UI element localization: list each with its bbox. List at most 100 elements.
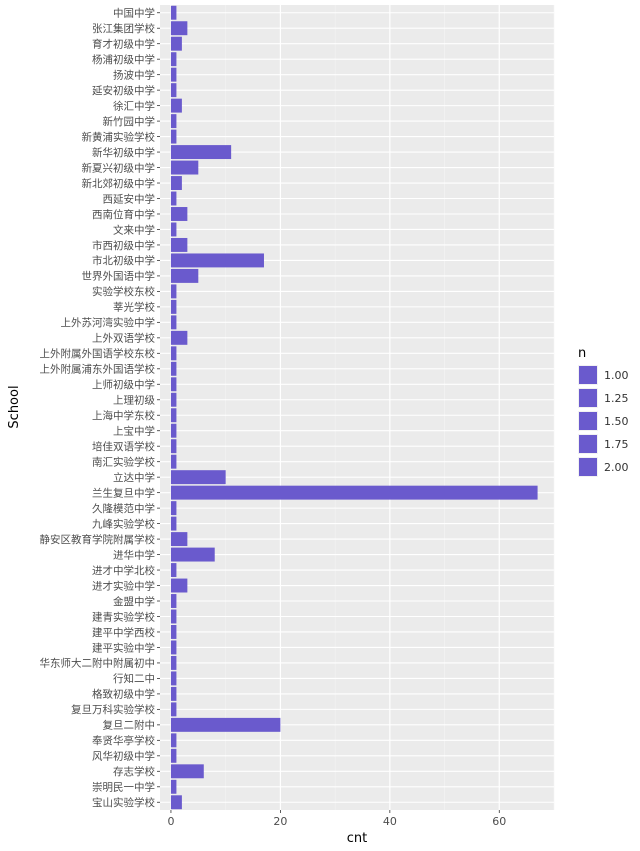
y-tick-label: 进华中学	[113, 548, 155, 561]
y-tick-label: 风华初级中学	[92, 750, 155, 763]
y-tick-label: 崇明民一中学	[92, 781, 155, 794]
bar	[170, 129, 177, 144]
legend-label: 1.00	[604, 369, 629, 382]
y-tick-label: 九峰实验学校	[92, 517, 155, 530]
bar	[170, 516, 177, 531]
x-tick-label: 40	[383, 815, 397, 828]
y-tick-label: 建平中学西校	[92, 626, 155, 639]
legend: n 1.00 1.25 1.50 1.75 2.00	[578, 346, 629, 477]
bar	[170, 578, 188, 593]
bar	[170, 594, 177, 608]
y-tick-label: 复旦万科实验学校	[71, 703, 155, 716]
y-tick-label: 文来中学	[113, 223, 155, 236]
bar	[170, 779, 177, 794]
bar	[170, 485, 538, 500]
bar	[170, 21, 188, 36]
legend-label: 2.00	[604, 461, 629, 474]
bar	[170, 439, 177, 454]
bar	[170, 67, 177, 82]
legend-swatch	[579, 412, 597, 430]
y-tick-label: 建青实验学校	[92, 610, 155, 623]
bar	[170, 222, 177, 237]
y-tick-label: 西延安中学	[103, 192, 156, 205]
bar	[170, 330, 188, 345]
legend-swatch	[579, 366, 597, 384]
bar	[170, 346, 177, 361]
bar	[170, 176, 182, 190]
bars	[170, 5, 538, 810]
y-tick-label: 延安初级中学	[92, 84, 155, 97]
bar	[170, 795, 182, 810]
x-axis-title: cnt	[347, 831, 367, 846]
x-tick-label: 60	[492, 815, 506, 828]
bar	[170, 237, 188, 252]
y-tick-label: 兰生复旦中学	[92, 486, 155, 499]
y-tick-label: 行知二中	[113, 672, 155, 685]
grid-lines	[160, 5, 555, 810]
y-tick-label: 上外附属外国语学校东校	[40, 347, 156, 360]
y-axis-ticks: 中国中学张江集团学校育才初级中学杨浦初级中学扬波中学延安初级中学徐汇中学新竹园中…	[40, 7, 160, 809]
y-tick-label: 建平实验中学	[92, 641, 155, 654]
y-axis-title: School	[7, 385, 22, 428]
y-tick-label: 上外苏河湾实验中学	[61, 316, 156, 329]
bar	[170, 5, 177, 20]
bar	[170, 640, 177, 655]
bar	[170, 268, 199, 283]
x-tick-label: 20	[273, 815, 287, 828]
y-tick-label: 新竹园中学	[103, 115, 156, 128]
bar	[170, 299, 177, 314]
bar	[170, 392, 177, 407]
bar	[170, 207, 188, 221]
y-tick-label: 上理初级	[113, 394, 155, 407]
bar	[170, 191, 177, 206]
y-tick-label: 华东师大二附中附属初中	[40, 657, 156, 670]
bar	[170, 733, 177, 748]
y-tick-label: 上师初级中学	[92, 378, 155, 391]
y-tick-label: 金盟中学	[113, 595, 155, 608]
bar	[170, 454, 177, 469]
y-tick-label: 上外附属浦东外国语学校	[40, 363, 156, 376]
bar	[170, 98, 182, 113]
bar	[170, 145, 232, 160]
bar	[170, 52, 177, 67]
y-tick-label: 杨浦初级中学	[92, 53, 155, 66]
bar	[170, 83, 177, 98]
y-tick-label: 上宝中学	[113, 425, 155, 438]
bar	[170, 764, 204, 779]
y-tick-label: 培佳双语学校	[92, 440, 155, 453]
legend-swatch	[579, 458, 597, 476]
y-tick-label: 新夏兴初级中学	[82, 161, 156, 174]
legend-title: n	[578, 346, 586, 361]
y-tick-label: 格致初级中学	[92, 688, 155, 701]
bar	[170, 377, 177, 392]
x-axis-ticks: 0 20 40 60	[167, 810, 506, 828]
bar	[170, 501, 177, 516]
y-tick-label: 市北初级中学	[92, 254, 155, 267]
y-tick-label: 新华初级中学	[92, 146, 155, 159]
plot-panel	[160, 5, 554, 810]
y-tick-label: 上外双语学校	[92, 332, 155, 345]
bar	[170, 253, 264, 268]
bar	[170, 547, 215, 562]
y-tick-label: 进才实验中学	[92, 579, 155, 592]
y-tick-label: 实验学校东校	[92, 285, 155, 298]
bar	[170, 717, 281, 732]
legend-label: 1.50	[604, 415, 629, 428]
bar	[170, 470, 226, 485]
y-tick-label: 莘光学校	[113, 301, 155, 314]
y-tick-label: 徐汇中学	[113, 99, 155, 112]
bar	[170, 671, 177, 686]
y-tick-label: 新黄浦实验学校	[82, 130, 156, 143]
bar	[170, 284, 177, 299]
y-tick-label: 世界外国语中学	[82, 270, 156, 283]
y-tick-label: 张江集团学校	[92, 22, 155, 35]
bar	[170, 609, 177, 624]
y-tick-label: 复旦二附中	[103, 719, 156, 732]
bar	[170, 160, 199, 175]
legend-label: 1.25	[604, 392, 629, 405]
legend-swatch	[579, 389, 597, 407]
y-tick-label: 育才初级中学	[92, 38, 155, 51]
bar	[170, 361, 177, 376]
bar	[170, 625, 177, 639]
